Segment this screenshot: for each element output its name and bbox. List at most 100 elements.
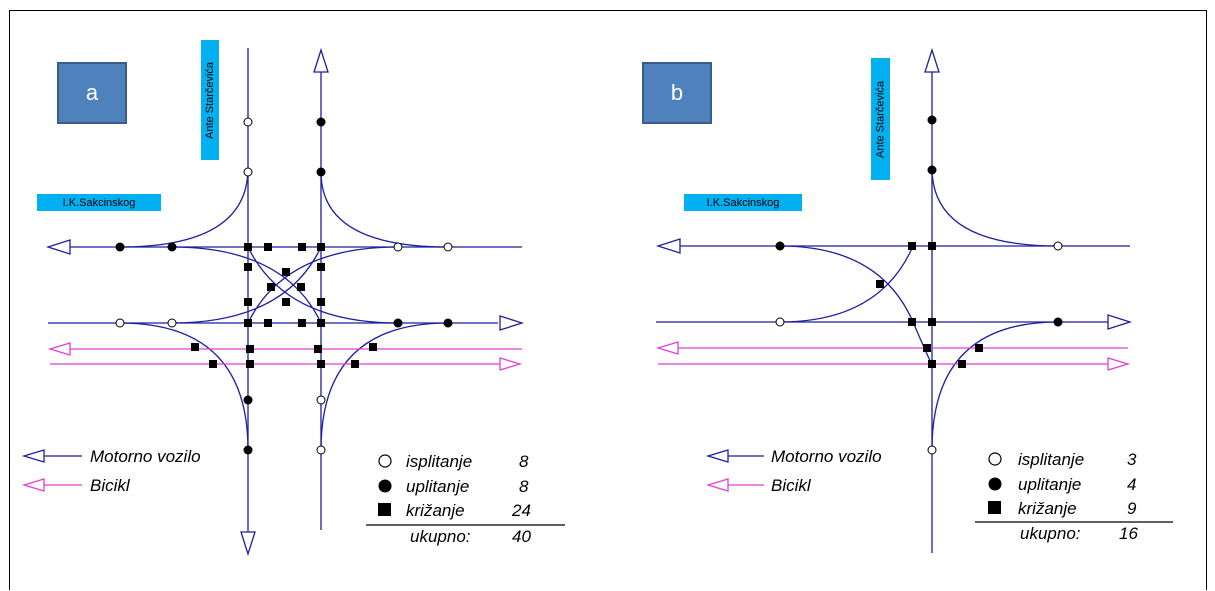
crossing-point [908, 242, 916, 250]
panel-a-horizontal-street-label: I.K.Sakcinskog [37, 194, 161, 211]
crossing-point [317, 360, 325, 368]
legend-motor-label: Motorno vozilo [771, 447, 882, 466]
merge-point [243, 445, 253, 455]
left-turn-curve [247, 246, 399, 324]
legend-merge-count: 4 [1127, 475, 1136, 494]
crossing-point [244, 298, 252, 306]
split-point [316, 445, 326, 455]
legend-total-label: ukupno: [1020, 524, 1081, 543]
crossing-point [317, 298, 325, 306]
panel-b-horizontal-street-text: I.K.Sakcinskog [706, 196, 780, 209]
crossing-point [267, 283, 275, 291]
turn-curve [779, 245, 914, 323]
split-point [243, 167, 253, 177]
split-point [115, 318, 125, 328]
turn-curve [931, 321, 1059, 451]
arrow-head [45, 239, 71, 255]
legend-bicycle-label: Bicikl [771, 476, 812, 495]
crossing-point [246, 360, 254, 368]
crossing-point [282, 268, 290, 276]
arrow-head [47, 342, 71, 356]
split-point [393, 242, 403, 252]
arrow-head [924, 47, 940, 73]
turn-curve [119, 167, 249, 248]
crossing-point [282, 298, 290, 306]
panel-a-legend: Motorno vozilo Bicikl isplitanje 8 uplit… [21, 447, 565, 546]
crossing-point [369, 343, 377, 351]
crossing-point [209, 360, 217, 368]
turn-curve [119, 322, 249, 451]
legend-bicycle-label: Bicikl [90, 476, 131, 495]
merge-point [1053, 317, 1063, 327]
legend-merge-label: uplitanje [1018, 475, 1081, 494]
merge-point [167, 242, 177, 252]
turn-curve [320, 171, 449, 248]
arrow-head [240, 531, 256, 557]
crossing-point [191, 343, 199, 351]
arrow-head [499, 357, 523, 371]
arrow-head [1107, 357, 1131, 371]
crossing-point [958, 360, 966, 368]
legend-merge-label: uplitanje [406, 477, 469, 496]
legend-motor-arrow [21, 449, 45, 463]
panel-b-horizontal-street-label: I.K.Sakcinskog [684, 194, 802, 211]
merge-point [927, 115, 937, 125]
crossing-point [264, 319, 272, 327]
crossing-point [317, 243, 325, 251]
panel-b-crossing-points [876, 242, 983, 368]
arrow-head [499, 315, 525, 331]
panel-b-bicycle-lanes [655, 341, 1131, 371]
legend-total-count: 40 [512, 527, 531, 546]
split-point [167, 318, 177, 328]
merge-point [393, 318, 403, 328]
crossing-point [298, 319, 306, 327]
split-point [443, 242, 453, 252]
arrow-head [1107, 314, 1133, 330]
legend-split-symbol [378, 454, 392, 468]
split-point [243, 117, 253, 127]
crossing-point [264, 243, 272, 251]
crossing-point [928, 318, 936, 326]
crossing-point [923, 344, 931, 352]
turn-curve [779, 245, 914, 323]
panel-a-badge: a [57, 62, 127, 124]
crossing-point [928, 360, 936, 368]
legend-split-label: isplitanje [406, 452, 472, 471]
crossing-point [297, 283, 305, 291]
left-turn-curve [247, 246, 399, 324]
legend-merge-symbol [378, 479, 392, 493]
left-turn-curve [171, 246, 322, 324]
legend-cross-count: 24 [511, 501, 531, 520]
legend-cross-label: križanje [1018, 499, 1077, 518]
legend-split-count: 3 [1127, 450, 1137, 469]
legend-merge-count: 8 [519, 477, 529, 496]
arrow-head [655, 341, 679, 355]
merge-point [775, 241, 785, 251]
split-point [927, 445, 937, 455]
turn-curve [320, 322, 449, 451]
legend-cross-symbol [378, 503, 391, 516]
panel-a-crossing-points [191, 243, 377, 368]
crossing-point [244, 319, 252, 327]
legend-merge-symbol [988, 477, 1002, 491]
split-point [775, 317, 785, 327]
crossing-point [928, 242, 936, 250]
panel-b-label: b [670, 80, 684, 105]
legend-cross-count: 9 [1127, 499, 1137, 518]
legend-split-label: isplitanje [1018, 450, 1084, 469]
merge-point [443, 318, 453, 328]
crossing-point [351, 360, 359, 368]
panel-b-merge-points [775, 115, 1063, 327]
panel-a-merge-points [115, 117, 453, 455]
legend-bicycle-arrow [21, 478, 45, 492]
legend-motor-label: Motorno vozilo [90, 447, 201, 466]
merge-point [115, 242, 125, 252]
merge-point [316, 167, 326, 177]
panel-b-split-points [775, 241, 1063, 455]
legend-cross-label: križanje [406, 501, 465, 520]
panel-a-label: a [85, 80, 99, 105]
crossing-point [317, 319, 325, 327]
turn-curve [931, 167, 1059, 247]
legend-cross-symbol [988, 501, 1001, 514]
split-point [1053, 241, 1063, 251]
